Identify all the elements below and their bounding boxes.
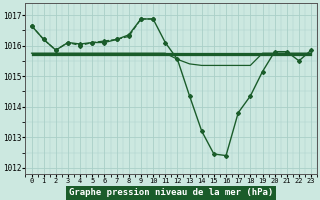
- X-axis label: Graphe pression niveau de la mer (hPa): Graphe pression niveau de la mer (hPa): [69, 188, 274, 197]
